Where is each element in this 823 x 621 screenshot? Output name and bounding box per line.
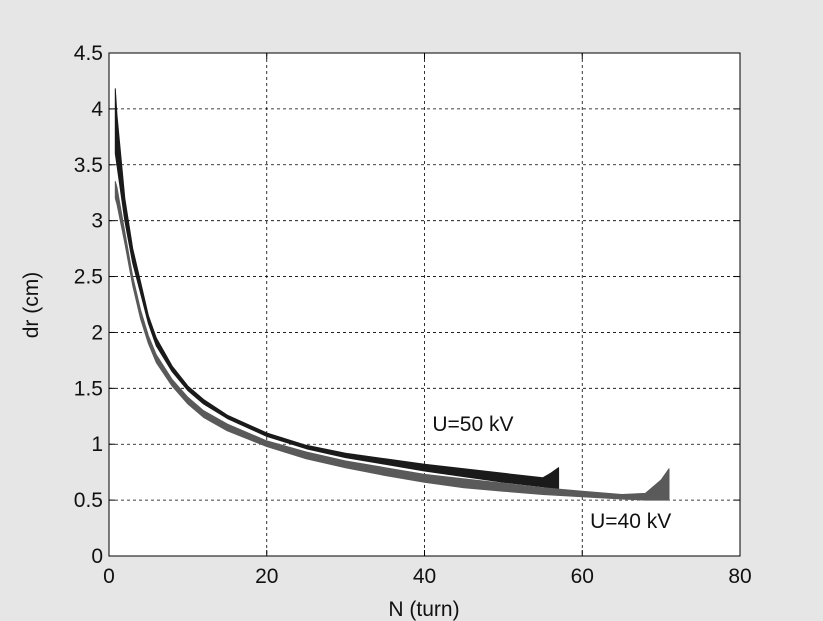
y-tick-label: 3 — [91, 210, 103, 233]
x-tick-label: 60 — [571, 565, 594, 588]
annotation-u40: U=40 kV — [590, 510, 671, 533]
x-tick-label: 0 — [103, 565, 115, 588]
y-tick-label: 0 — [91, 545, 103, 568]
y-tick-label: 4 — [91, 98, 103, 121]
x-tick-label: 20 — [255, 565, 278, 588]
x-tick-label: 40 — [413, 565, 436, 588]
series-layer — [114, 88, 670, 501]
x-tick-label: 80 — [728, 565, 751, 588]
ticks: 0 20 40 60 80 0 0.5 1 1.5 2 2.5 3 3.5 4 4.5 — [74, 42, 752, 588]
plot-background — [109, 53, 740, 556]
annotation-u50: U=50 kV — [432, 413, 513, 436]
y-tick-label: 1 — [91, 433, 103, 456]
y-axis-label: dr (cm) — [20, 272, 43, 339]
y-tick-label: 4.5 — [74, 42, 103, 65]
y-tick-label: 3.5 — [74, 154, 103, 177]
y-tick-label: 1.5 — [74, 377, 103, 400]
y-tick-label: 2 — [91, 321, 103, 344]
y-tick-label: 2.5 — [74, 266, 103, 289]
x-axis-label: N (turn) — [388, 598, 459, 621]
series-band-u50 — [114, 88, 560, 490]
series-band-u40 — [114, 181, 670, 501]
y-tick-label: 0.5 — [74, 489, 103, 512]
